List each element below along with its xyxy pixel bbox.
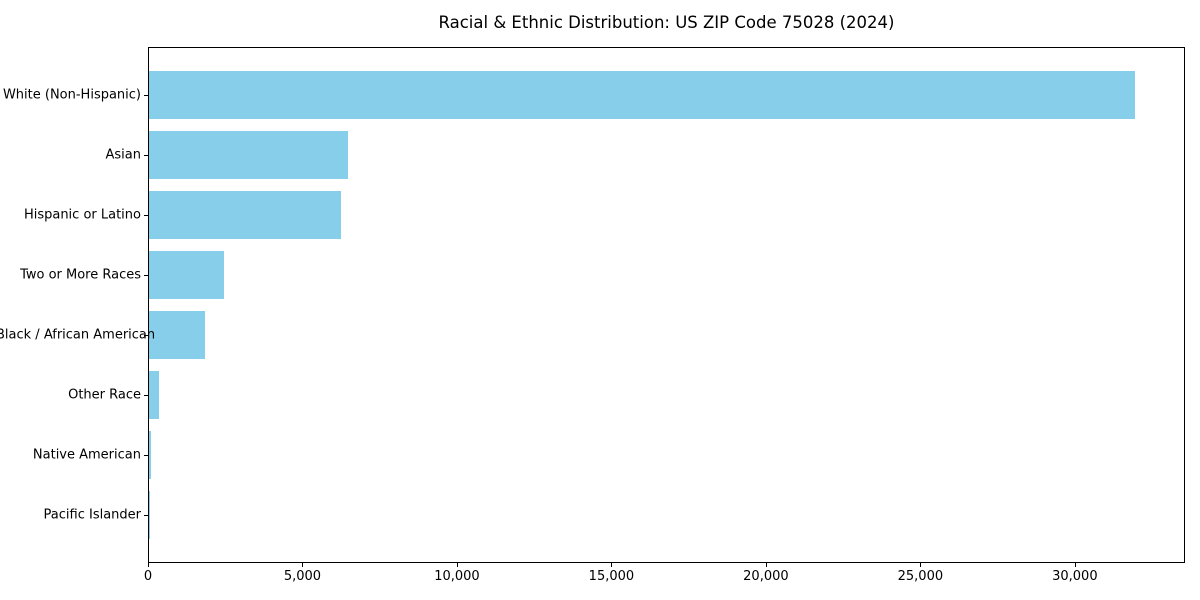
x-axis: 0 5,000 10,000 15,000 20,000 25,000 30,000 [144, 563, 1185, 593]
chart-row: Black / African American [0, 311, 1184, 359]
chart-row: Native American [33, 431, 1184, 479]
x-tick-label: 15,000 [588, 569, 635, 584]
bar [149, 371, 159, 419]
bar [149, 311, 206, 359]
y-tick-label: Black / African American [0, 327, 156, 343]
x-tick-mark [456, 563, 458, 567]
plot-area: White (Non-Hispanic) Asian Hispanic or Lat… [0, 47, 1185, 563]
bar [149, 71, 1135, 119]
y-tick-label: Two or More Races [20, 267, 141, 283]
x-tick-mark [611, 563, 613, 567]
x-tick-mark [920, 563, 922, 567]
bar [149, 131, 348, 179]
y-tick-mark [144, 155, 148, 156]
x-tick-label: 0 [143, 569, 153, 584]
bar [149, 191, 342, 239]
y-tick-label: Other Race [68, 387, 141, 403]
x-tick-label: 20,000 [743, 569, 789, 584]
y-tick-label: White (Non-Hispanic) [2, 87, 141, 103]
y-tick-mark [144, 515, 148, 516]
x-tick-label: 25,000 [897, 569, 944, 584]
x-tick-mark [148, 563, 149, 567]
y-tick-label: Pacific Islander [43, 507, 141, 523]
chart-row: Asian [106, 131, 1184, 179]
x-tick-label: 30,000 [1052, 569, 1098, 584]
x-tick-label: 10,000 [434, 569, 480, 584]
x-tick-mark [765, 563, 767, 567]
y-tick-label: Hispanic or Latino [23, 207, 141, 223]
chart-row: Pacific Islander [44, 491, 1184, 539]
x-tick-mark [1074, 563, 1076, 567]
bars-container: White (Non-Hispanic) Asian Hispanic or Lat… [0, 48, 1184, 562]
bar [149, 251, 225, 299]
x-tick-label: 5,000 [283, 569, 322, 584]
chart-row: Two or More Races [20, 251, 1184, 299]
y-tick-label: Native American [32, 447, 141, 463]
y-tick-mark [144, 95, 148, 96]
y-tick-mark [144, 275, 148, 276]
chart-row: White (Non-Hispanic) [3, 71, 1184, 119]
y-tick-mark [144, 215, 148, 216]
chart-title: Racial & Ethnic Distribution: US ZIP Cod… [438, 13, 895, 32]
chart-row: Hispanic or Latino [24, 191, 1184, 239]
y-tick-mark [144, 455, 148, 456]
y-tick-mark [144, 335, 148, 336]
chart-row: Other Race [68, 371, 1184, 419]
bar [149, 431, 151, 479]
x-tick-mark [302, 563, 304, 567]
y-tick-mark [144, 395, 148, 396]
y-tick-label: Asian [105, 147, 141, 163]
